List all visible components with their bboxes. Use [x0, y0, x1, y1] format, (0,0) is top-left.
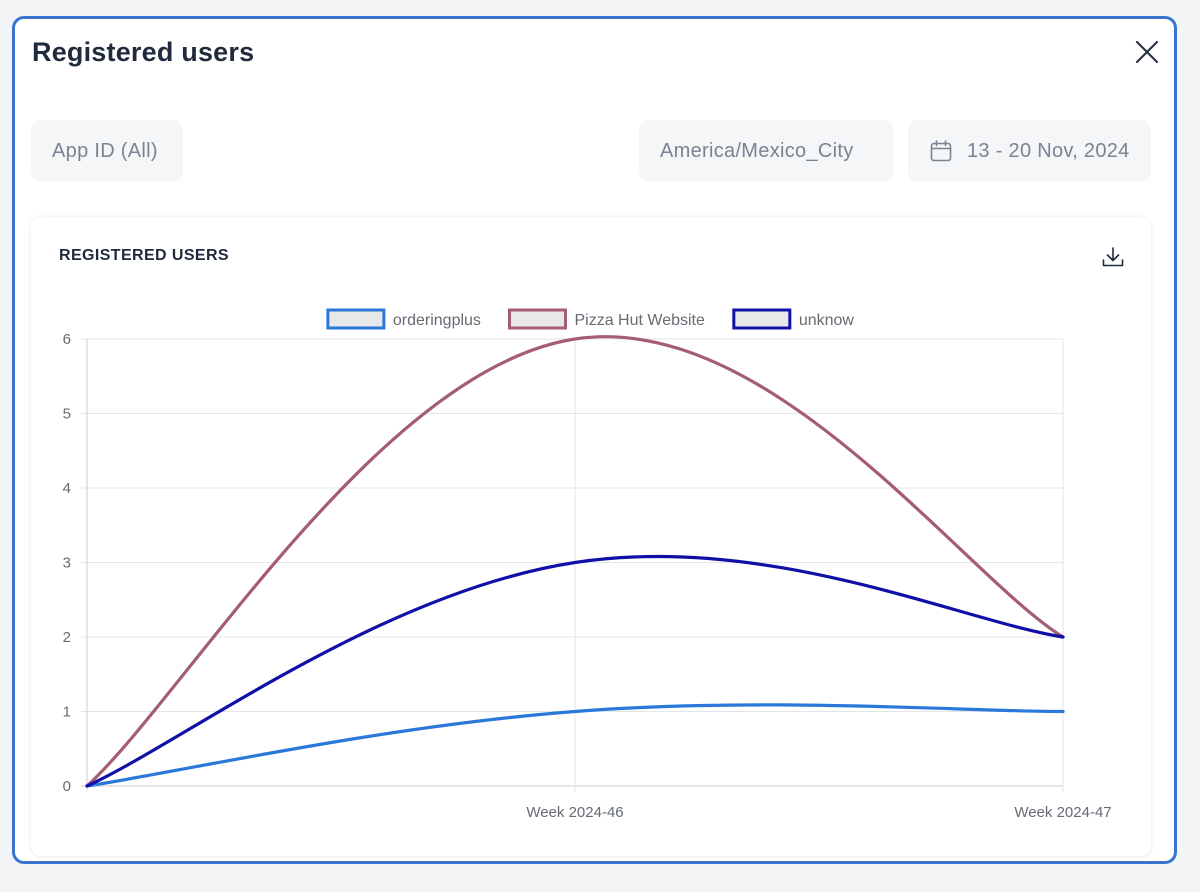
- x-tick-label: Week 2024-47: [1014, 804, 1111, 821]
- date-range-label: 13 - 20 Nov, 2024: [967, 139, 1130, 162]
- legend-label-pizza-hut-website: Pizza Hut Website: [574, 312, 705, 329]
- registered-users-modal: Registered users App ID (All) America/Me…: [12, 16, 1177, 864]
- legend-label-unknow: unknow: [799, 312, 855, 329]
- y-tick-label: 5: [63, 406, 71, 423]
- y-tick-label: 1: [63, 704, 71, 721]
- timezone-filter[interactable]: America/Mexico_City: [639, 120, 893, 182]
- registered-users-card: REGISTERED USERS 0 1 2 3 4 5 6 Week 2024-46 Week…: [31, 217, 1151, 856]
- legend-label-orderingplus: orderingplus: [393, 312, 481, 329]
- card-title: REGISTERED USERS: [59, 247, 229, 264]
- series-line-pizza-hut-website: [85, 335, 1065, 788]
- app-id-filter-label: App ID (All): [52, 139, 158, 162]
- series-line-unknow: [85, 554, 1065, 788]
- registered-users-chart: 0 1 2 3 4 5 6 Week 2024-46 Week 2024-47 orderingp…: [63, 308, 1112, 821]
- y-tick-label: 4: [63, 480, 71, 497]
- legend-swatch-unknow: [732, 308, 792, 330]
- calendar-icon: [930, 140, 952, 162]
- legend-swatch-orderingplus: [326, 308, 386, 330]
- modal-title: Registered users: [32, 37, 255, 67]
- y-tick-label: 6: [63, 331, 71, 348]
- y-tick-label: 2: [63, 629, 71, 646]
- legend-swatch-pizza-hut-website: [507, 308, 567, 330]
- y-tick-label: 3: [63, 555, 71, 572]
- timezone-filter-label: America/Mexico_City: [660, 139, 854, 162]
- close-icon[interactable]: [1134, 39, 1160, 65]
- date-range-filter[interactable]: 13 - 20 Nov, 2024: [908, 120, 1151, 182]
- download-icon[interactable]: [1101, 245, 1125, 269]
- x-tick-label: Week 2024-46: [526, 804, 623, 821]
- app-id-filter[interactable]: App ID (All): [31, 120, 183, 182]
- y-tick-label: 0: [63, 778, 71, 795]
